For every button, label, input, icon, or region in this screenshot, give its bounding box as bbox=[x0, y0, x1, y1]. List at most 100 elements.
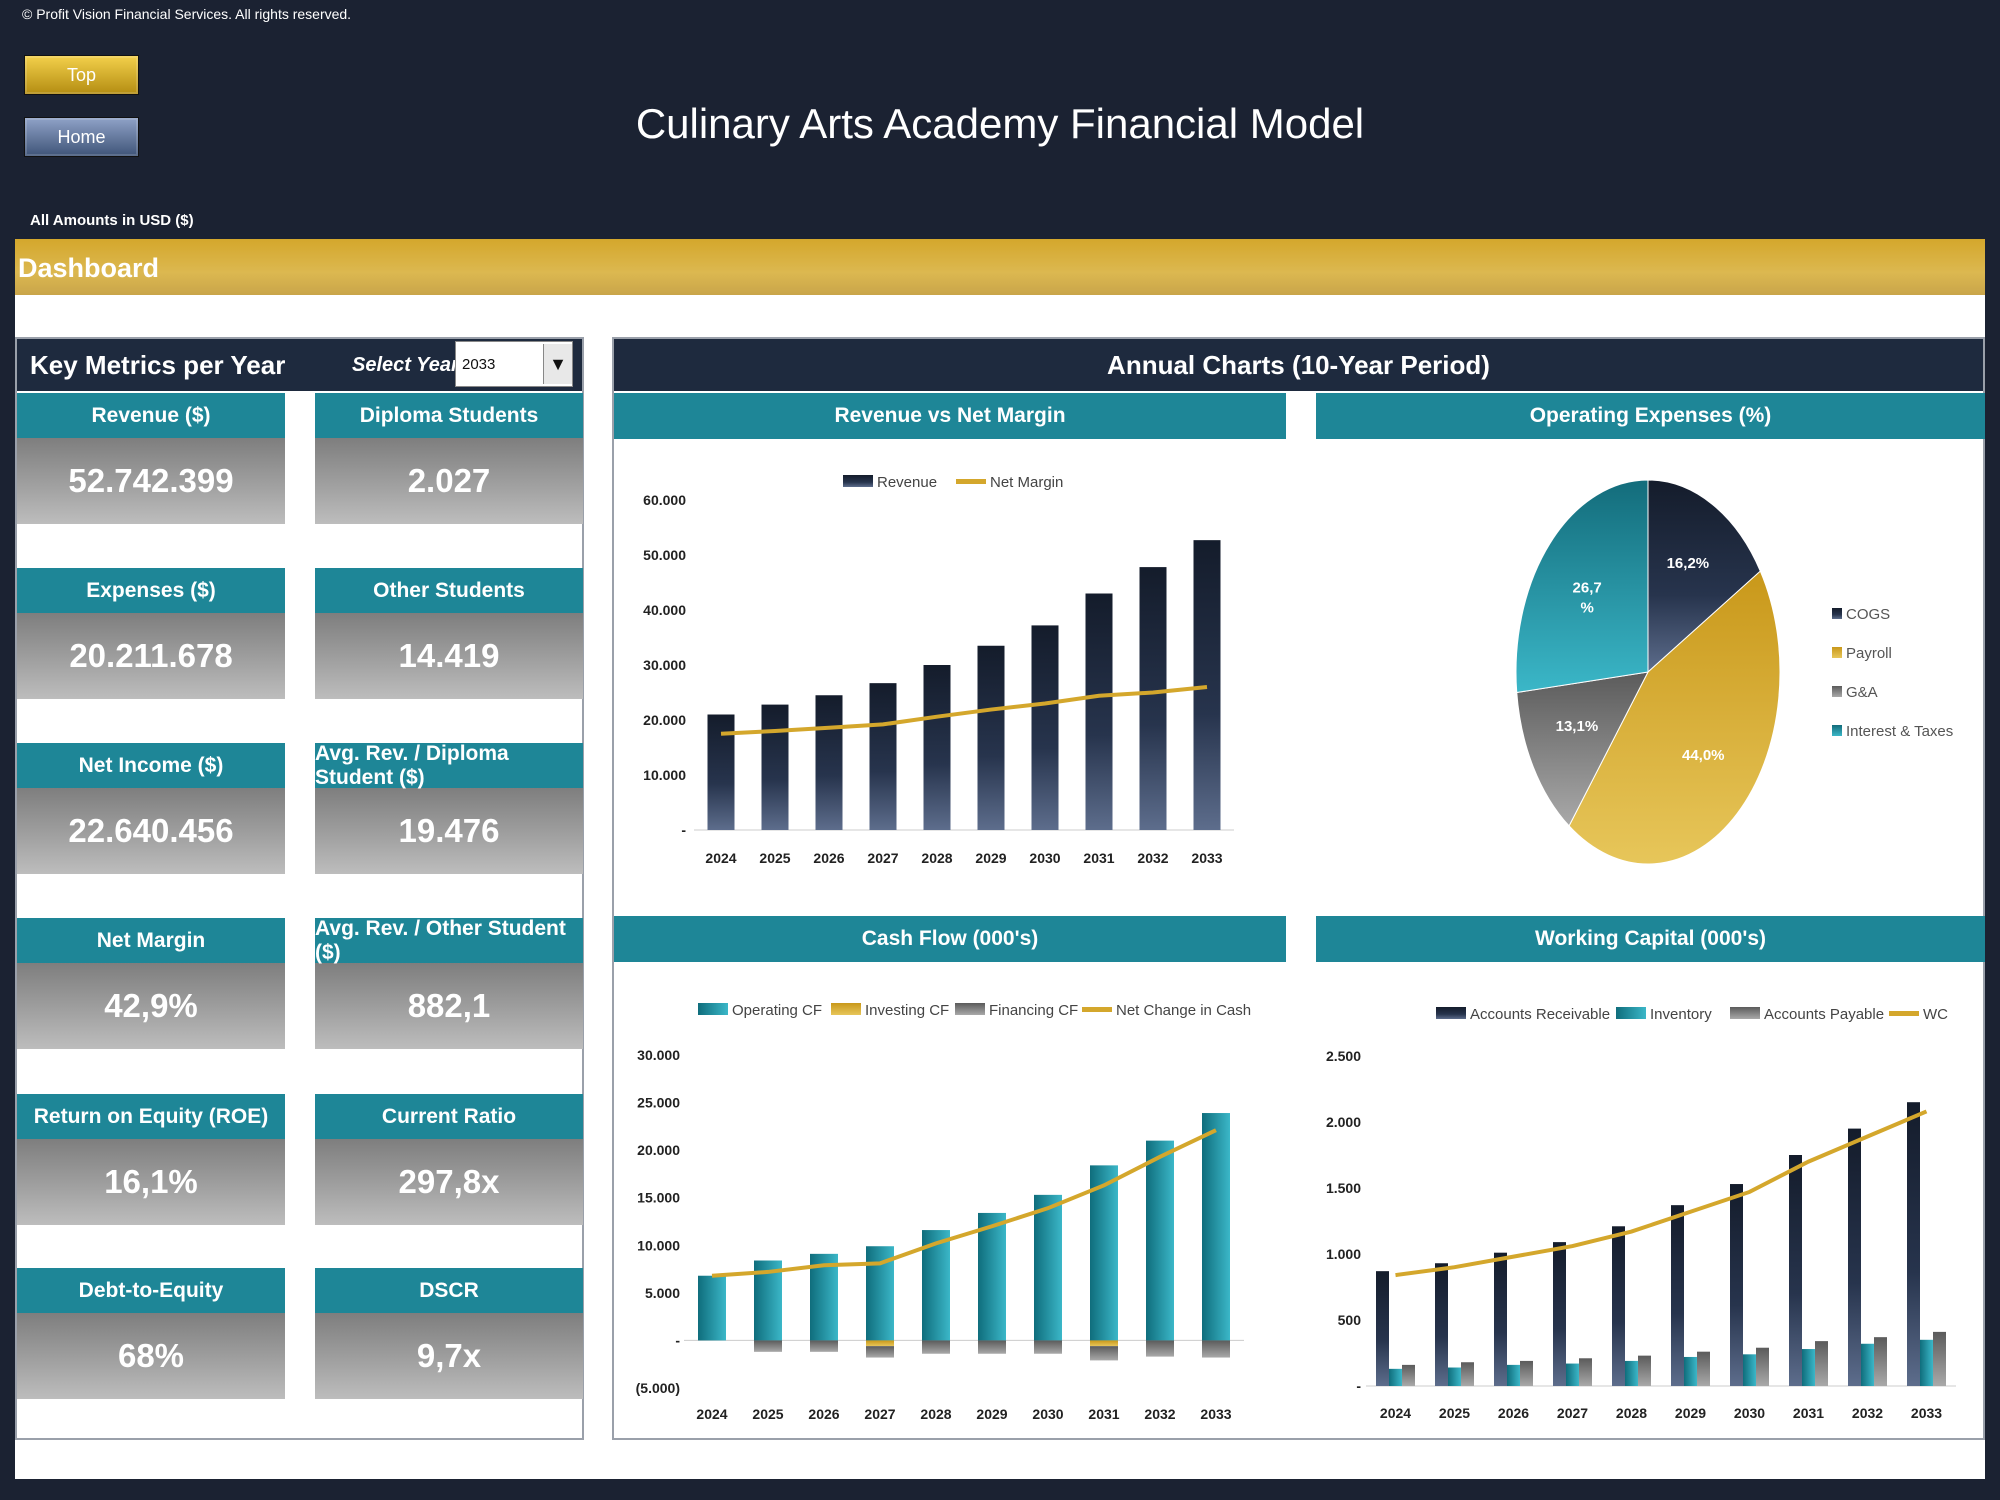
financing-cf-bar bbox=[1090, 1346, 1118, 1361]
metric-value: 20.211.678 bbox=[17, 613, 285, 699]
legend-label-3: WC bbox=[1923, 1006, 1948, 1023]
metric-value: 14.419 bbox=[315, 613, 583, 699]
inventory-bar bbox=[1389, 1368, 1402, 1386]
operating-cf-bar bbox=[1146, 1140, 1174, 1341]
legend-label-0: Revenue bbox=[877, 474, 937, 491]
working-capital-chart-title: Working Capital (000's) bbox=[1316, 916, 1985, 962]
financing-cf-bar bbox=[978, 1340, 1006, 1354]
metric-label: Other Students bbox=[315, 568, 583, 613]
y-tick-label: 30.000 bbox=[637, 1047, 680, 1063]
pie-data-label: 26,7% bbox=[1573, 579, 1602, 616]
metric-value: 42,9% bbox=[17, 963, 285, 1049]
inventory-bar bbox=[1684, 1356, 1697, 1386]
y-tick-label: 2.500 bbox=[1326, 1048, 1361, 1064]
accounts-receivable-bar bbox=[1671, 1205, 1684, 1386]
financing-cf-bar bbox=[922, 1340, 950, 1354]
x-tick-label: 2032 bbox=[1852, 1405, 1883, 1421]
select-year-label: Select Year bbox=[352, 354, 459, 376]
legend-label-2: G&A bbox=[1846, 684, 1878, 701]
pie-data-label: 16,2% bbox=[1667, 555, 1710, 572]
metric-tile-avg-rev-diploma: Avg. Rev. / Diploma Student ($) 19.476 bbox=[315, 742, 583, 874]
metric-label: Debt-to-Equity bbox=[17, 1268, 285, 1313]
legend-label-1: Inventory bbox=[1650, 1006, 1712, 1023]
dashboard-title: Dashboard bbox=[18, 253, 160, 283]
y-tick-label: 30.000 bbox=[643, 657, 686, 673]
year-select[interactable]: 2033 ▼ bbox=[455, 341, 573, 387]
metric-label: Current Ratio bbox=[315, 1094, 583, 1139]
x-tick-label: 2028 bbox=[1616, 1405, 1647, 1421]
metric-tile-avg-rev-other: Avg. Rev. / Other Student ($) 882,1 bbox=[315, 917, 583, 1049]
accounts-payable-bar bbox=[1697, 1351, 1710, 1386]
legend-swatch-1 bbox=[956, 479, 986, 484]
x-tick-label: 2024 bbox=[696, 1406, 727, 1422]
x-tick-label: 2028 bbox=[920, 1406, 951, 1422]
x-tick-label: 2031 bbox=[1088, 1406, 1119, 1422]
financing-cf-bar bbox=[1146, 1340, 1174, 1357]
revenue-bar bbox=[1139, 567, 1167, 830]
legend-swatch-2 bbox=[955, 1003, 985, 1015]
financing-cf-bar bbox=[754, 1340, 782, 1352]
legend-label-3: Net Change in Cash bbox=[1116, 1002, 1251, 1019]
y-tick-label: 40.000 bbox=[643, 602, 686, 618]
x-tick-label: 2025 bbox=[1439, 1405, 1470, 1421]
x-tick-label: 2031 bbox=[1793, 1405, 1824, 1421]
revenue-bar bbox=[1085, 593, 1113, 830]
legend-swatch-2 bbox=[1730, 1007, 1760, 1019]
legend-label-2: Accounts Payable bbox=[1764, 1006, 1884, 1023]
legend-label-3: Interest & Taxes bbox=[1846, 723, 1953, 740]
metric-label: Avg. Rev. / Other Student ($) bbox=[315, 917, 583, 964]
revenue-net-margin-chart: - 10.000 20.000 30.000 40.000 50.000 60.000 202… bbox=[643, 474, 1234, 866]
legend-swatch-3 bbox=[1889, 1011, 1919, 1016]
page-title: Culinary Arts Academy Financial Model bbox=[635, 100, 1365, 147]
accounts-receivable-bar bbox=[1612, 1226, 1625, 1386]
metric-label: Return on Equity (ROE) bbox=[17, 1094, 285, 1139]
y-tick-label: (5.000) bbox=[636, 1380, 680, 1396]
accounts-receivable-bar bbox=[1376, 1271, 1389, 1386]
revenue-bar bbox=[869, 683, 897, 830]
x-tick-label: 2027 bbox=[867, 850, 898, 866]
revenue-bar bbox=[761, 704, 789, 830]
x-tick-label: 2024 bbox=[1380, 1405, 1411, 1421]
inventory-bar bbox=[1625, 1360, 1638, 1386]
legend-label-1: Investing CF bbox=[865, 1002, 949, 1019]
y-tick-label: 60.000 bbox=[643, 492, 686, 508]
legend-label-2: Financing CF bbox=[989, 1002, 1078, 1019]
x-tick-label: 2030 bbox=[1032, 1406, 1063, 1422]
bottom-strip bbox=[15, 1479, 1985, 1500]
pie-slice-g-a bbox=[1516, 671, 1649, 827]
inventory-bar bbox=[1920, 1339, 1933, 1386]
metric-tile-dscr: DSCR 9,7x bbox=[315, 1268, 583, 1399]
x-tick-label: 2029 bbox=[1675, 1405, 1706, 1421]
net-margin-line bbox=[720, 685, 1208, 736]
home-button[interactable]: Home bbox=[24, 117, 139, 157]
legend-swatch-1 bbox=[831, 1003, 861, 1015]
top-button[interactable]: Top bbox=[24, 55, 139, 95]
pie-slice-interest-taxes bbox=[1515, 479, 1649, 694]
pie-slice-payroll bbox=[1568, 570, 1781, 865]
operating-cf-bar bbox=[1090, 1165, 1118, 1341]
metric-value: 882,1 bbox=[315, 963, 583, 1049]
accounts-payable-bar bbox=[1874, 1337, 1887, 1386]
dropdown-arrow-icon[interactable]: ▼ bbox=[543, 344, 572, 384]
y-tick-label: 25.000 bbox=[637, 1095, 680, 1111]
metric-value: 9,7x bbox=[315, 1313, 583, 1399]
pie-slice-cogs bbox=[1647, 479, 1761, 674]
metric-value: 16,1% bbox=[17, 1139, 285, 1225]
x-tick-label: 2024 bbox=[705, 850, 736, 866]
inventory-bar bbox=[1507, 1364, 1520, 1386]
x-tick-label: 2030 bbox=[1734, 1405, 1765, 1421]
x-tick-label: 2033 bbox=[1200, 1406, 1231, 1422]
revenue-bar bbox=[1031, 625, 1059, 830]
operating-cf-bar bbox=[978, 1212, 1006, 1341]
legend-swatch-1 bbox=[1832, 647, 1842, 658]
financing-cf-bar bbox=[810, 1340, 838, 1352]
revenue-bar bbox=[815, 695, 843, 830]
y-tick-label: - bbox=[681, 822, 686, 838]
metric-value: 22.640.456 bbox=[17, 788, 285, 874]
pie-data-label: 44,0% bbox=[1682, 747, 1725, 764]
y-tick-label: 20.000 bbox=[643, 712, 686, 728]
metric-tile-debt-to-equity: Debt-to-Equity 68% bbox=[17, 1268, 285, 1399]
y-tick-label: 50.000 bbox=[643, 547, 686, 563]
pie-data-label: 13,1% bbox=[1556, 718, 1599, 735]
x-tick-label: 2031 bbox=[1083, 850, 1114, 866]
